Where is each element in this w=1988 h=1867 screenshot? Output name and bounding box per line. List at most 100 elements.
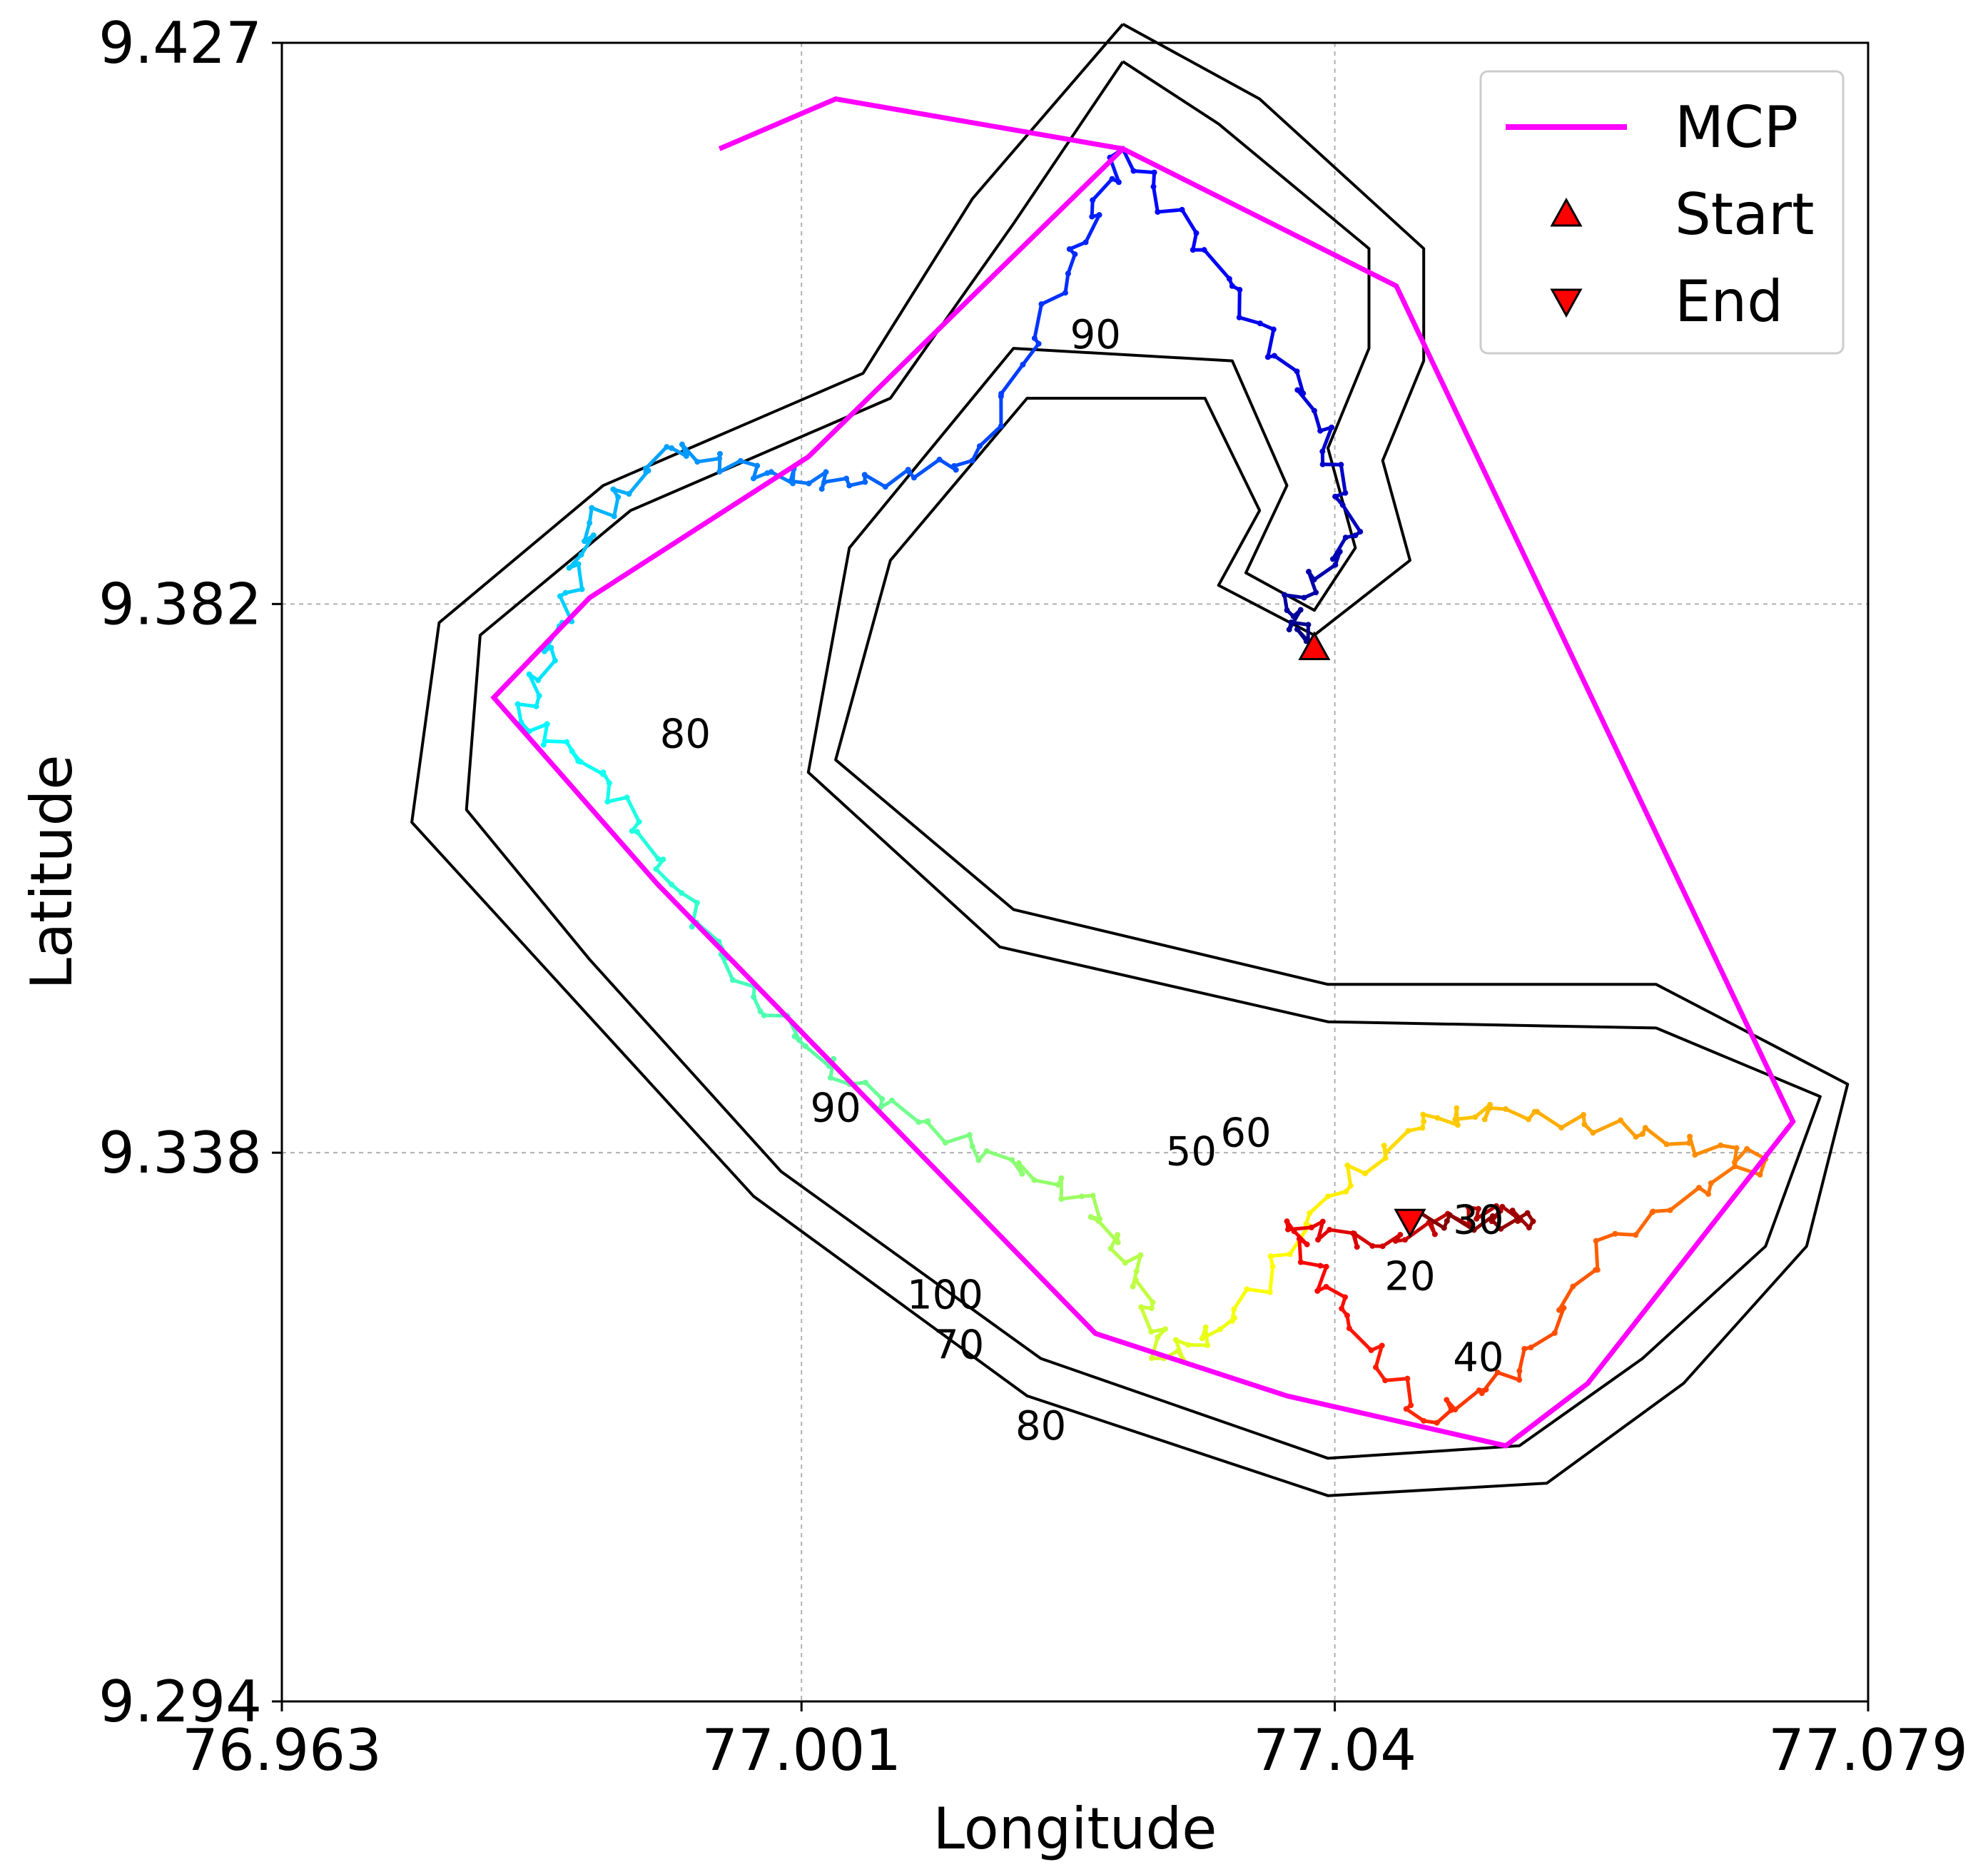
track-segment (1090, 177, 1115, 202)
track-segment (579, 759, 605, 776)
track-segment (1688, 1134, 1697, 1157)
density-contours (410, 23, 1850, 1497)
contour-label: 100 (907, 1273, 983, 1319)
track-segment (1244, 1287, 1272, 1295)
track-segment (1591, 1118, 1623, 1135)
track-segment (1286, 1225, 1314, 1232)
track-segment (1453, 1115, 1477, 1121)
track-segment (1109, 1247, 1127, 1265)
track-segment (731, 978, 756, 989)
contour-label: 40 (1453, 1335, 1503, 1381)
track-segment (1496, 1370, 1521, 1382)
track-segment (1232, 1287, 1249, 1311)
mcp-outline (490, 96, 1796, 1449)
legend-end-label: End (1675, 268, 1783, 335)
track-segment (1295, 369, 1305, 395)
track-segment (543, 739, 569, 744)
x-tick-label: 77.04 (1253, 1717, 1416, 1783)
track-segment (1618, 1118, 1638, 1139)
track-segment (1033, 302, 1043, 340)
x-axis-label: Longitude (933, 1796, 1217, 1862)
track-segment (822, 476, 848, 484)
track-segment (1134, 1277, 1155, 1305)
track-segment (1345, 1163, 1367, 1175)
track-segment (1363, 1156, 1388, 1175)
legend-start-swatch (1550, 197, 1583, 227)
track-segment (1557, 1285, 1575, 1312)
track-segment (717, 459, 743, 474)
track-segment (1039, 290, 1067, 306)
track-segment (938, 457, 958, 472)
track-segment (1503, 1107, 1531, 1121)
contour-label: 70 (933, 1322, 984, 1368)
track-segment (1121, 147, 1136, 173)
track-segment (1352, 1231, 1374, 1248)
track-segment (1067, 240, 1088, 251)
track-segment (863, 472, 888, 489)
track-segment (952, 458, 975, 468)
track-segment (1339, 462, 1347, 495)
track-segment (1633, 1210, 1655, 1237)
contour-line (465, 60, 1822, 1460)
track-segment (1594, 1239, 1600, 1272)
track-segment (1613, 1232, 1638, 1237)
track-segment (1237, 288, 1242, 320)
track-segment (625, 795, 641, 824)
y-tick-label: 9.294 (98, 1669, 262, 1735)
track-segment (1383, 1377, 1409, 1382)
track-segment (582, 521, 592, 543)
track-segment (1347, 1326, 1374, 1352)
track-segment (999, 363, 1025, 396)
axis-ticks: 76.963 77.001 77.04 77.079 9.294 9.338 9.382 9.… (98, 10, 1968, 1783)
contour-label: 20 (1384, 1253, 1435, 1300)
track-segment (1453, 1388, 1481, 1412)
track-segment (1650, 1208, 1673, 1214)
track-segment (1511, 1208, 1531, 1230)
track-segment (1553, 1306, 1566, 1335)
track-segment (1643, 1125, 1669, 1146)
track-segment (1384, 1128, 1411, 1155)
start-end-markers (1298, 631, 1426, 1238)
track-segment (1345, 1163, 1353, 1188)
track-segment (1282, 593, 1307, 599)
track-segment (978, 424, 1003, 448)
track-segment (943, 1133, 972, 1145)
track-segment (1324, 1285, 1347, 1300)
track-segment (1668, 1185, 1701, 1213)
track-segment (1331, 535, 1348, 561)
track-segment (1448, 1213, 1476, 1232)
track-segment (1320, 425, 1334, 454)
track-segment (1174, 1337, 1185, 1362)
contour-label: 80 (1015, 1403, 1066, 1449)
track-segment (769, 470, 795, 485)
track-segment (644, 445, 669, 470)
track-segment (1151, 185, 1160, 214)
end-marker (1394, 1208, 1426, 1238)
track-segment (1528, 1331, 1557, 1350)
y-tick-label: 9.338 (98, 1120, 262, 1186)
track-segment (1403, 1220, 1431, 1242)
contour-label: 90 (1070, 312, 1121, 358)
track-segment (1733, 1164, 1763, 1177)
x-tick-label: 77.079 (1768, 1717, 1968, 1783)
track-segment (654, 867, 674, 886)
track-segment (863, 1081, 884, 1101)
contour-label: 80 (660, 711, 711, 757)
track-segment (1155, 208, 1185, 214)
track-segment (1272, 353, 1299, 373)
track-segment (890, 1098, 921, 1124)
legend-box (1479, 70, 1845, 355)
track-segment (1559, 1113, 1586, 1130)
track-segment (1066, 252, 1077, 275)
track-segment (719, 952, 735, 982)
track-segment (589, 506, 617, 518)
track-segment (883, 467, 911, 489)
legend-mcp-label: MCP (1675, 94, 1798, 161)
track-segment (828, 1076, 851, 1086)
track-segment (1436, 1115, 1460, 1127)
track-segment (605, 795, 629, 804)
track-segment (985, 1149, 1014, 1162)
track-segment (1292, 1229, 1309, 1247)
plot-frame (280, 41, 1870, 1703)
